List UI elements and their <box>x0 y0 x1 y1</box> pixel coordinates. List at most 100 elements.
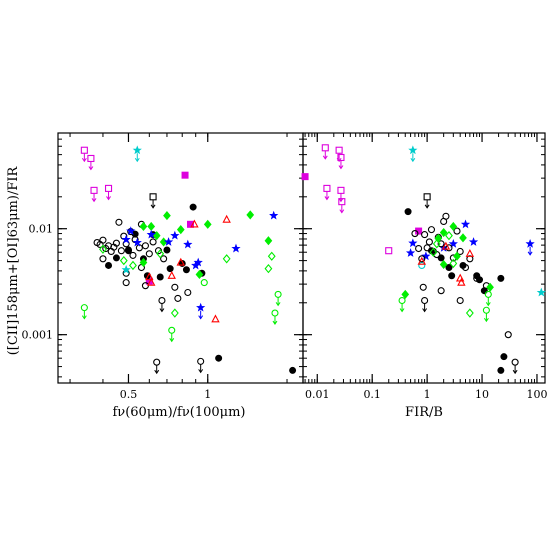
data-point-filled-circle <box>182 266 190 274</box>
data-point-filled-circle <box>497 274 505 282</box>
data-point-open-circle <box>153 358 161 366</box>
data-point-open-circle <box>271 309 279 317</box>
data-point-open-circle <box>168 326 176 334</box>
data-point-open-circle <box>427 226 436 234</box>
data-point-open-circle <box>418 261 426 270</box>
data-point-open-circle <box>99 255 107 263</box>
data-point-filled-diamond <box>152 231 161 241</box>
data-point-open-circle <box>197 357 205 365</box>
data-point-filled-diamond <box>176 225 185 235</box>
data-point-star <box>196 302 206 312</box>
data-point-star <box>408 238 418 248</box>
data-point-open-square <box>87 154 95 163</box>
data-point-open-triangle <box>465 249 475 257</box>
data-point-filled-square <box>301 173 309 181</box>
data-point-star <box>448 238 458 248</box>
data-point-star <box>536 287 546 297</box>
data-point-filled-diamond <box>486 282 494 292</box>
data-point-open-diamond <box>129 260 137 271</box>
data-point-filled-diamond <box>195 269 204 280</box>
data-point-star <box>460 219 471 229</box>
data-point-filled-circle <box>497 366 505 374</box>
upper-limit-arrowhead <box>324 196 330 201</box>
upper-limit-arrowhead <box>410 157 416 163</box>
data-point-open-circle <box>453 227 461 235</box>
data-point-open-diamond <box>429 247 438 257</box>
data-point-star <box>191 260 201 270</box>
x-tick-label: 1 <box>424 388 431 401</box>
upper-limit-arrowhead <box>512 369 518 375</box>
data-point-filled-diamond <box>163 211 171 221</box>
data-point-open-triangle <box>176 257 186 266</box>
data-point-open-circle <box>411 230 419 238</box>
data-point-star <box>468 237 479 246</box>
data-point-open-triangle <box>457 277 466 286</box>
upper-limit-arrowhead <box>322 155 328 160</box>
data-point-filled-diamond <box>449 221 458 232</box>
data-point-star <box>132 145 142 155</box>
data-point-filled-diamond <box>439 259 448 270</box>
data-point-open-circle <box>415 244 423 253</box>
data-point-filled-square <box>181 171 189 179</box>
data-point-open-circle <box>433 251 441 259</box>
data-point-open-triangle <box>417 256 427 265</box>
data-point-filled-circle <box>131 230 139 238</box>
data-point-star <box>121 234 131 244</box>
data-point-filled-circle <box>404 208 412 216</box>
data-point-open-square <box>321 144 329 152</box>
data-point-filled-circle <box>437 254 445 262</box>
data-point-star <box>170 230 180 240</box>
data-point-open-circle <box>418 255 426 263</box>
data-point-star <box>408 145 418 155</box>
upper-limit-arrowhead <box>81 315 87 320</box>
data-point-open-square <box>423 193 431 201</box>
data-point-filled-circle <box>215 354 223 362</box>
upper-limit-arrowhead <box>338 165 344 170</box>
data-point-open-diamond <box>156 249 165 259</box>
data-point-star <box>231 243 241 253</box>
data-point-filled-circle <box>459 261 467 269</box>
data-point-filled-circle <box>105 261 113 269</box>
data-point-open-circle <box>445 244 453 252</box>
upper-limit-arrowhead <box>272 320 278 325</box>
data-point-open-triangle <box>190 219 199 228</box>
data-point-open-square <box>323 184 331 192</box>
data-point-star <box>146 229 156 239</box>
data-point-open-circle <box>482 306 490 314</box>
data-point-open-diamond <box>432 239 441 249</box>
upper-limit-arrowhead <box>81 157 87 163</box>
data-point-open-circle <box>421 231 429 239</box>
data-point-open-circle <box>437 287 445 295</box>
data-point-star <box>421 251 431 261</box>
data-point-open-diamond <box>170 308 179 318</box>
upper-limit-arrowhead <box>339 209 345 214</box>
data-point-open-circle <box>274 290 282 298</box>
data-point-open-circle <box>117 247 125 255</box>
data-point-filled-diamond <box>139 221 148 232</box>
data-point-open-triangle <box>167 270 176 279</box>
data-point-open-diamond <box>465 308 474 318</box>
data-point-filled-diamond <box>439 227 448 238</box>
data-point-open-circle <box>160 255 168 263</box>
plot-frame <box>57 132 304 384</box>
data-point-open-diamond <box>267 251 276 261</box>
x-tick-label: 0.01 <box>305 388 330 401</box>
upper-limit-arrowhead <box>198 315 204 320</box>
upper-limit-arrowhead <box>485 302 491 307</box>
data-point-star <box>163 237 174 246</box>
data-point-filled-diamond <box>453 251 461 261</box>
upper-limit-arrowhead <box>338 198 344 203</box>
data-point-open-circle <box>456 296 464 305</box>
x-tick-label: 0.5 <box>120 388 138 401</box>
data-point-open-triangle <box>441 241 451 250</box>
data-point-star <box>126 226 136 235</box>
y-tick-label: 0.01 <box>29 223 54 236</box>
upper-limit-arrowhead <box>106 196 111 201</box>
data-point-star <box>405 248 416 257</box>
data-point-open-diamond <box>264 263 273 274</box>
upper-limit-arrowhead <box>422 308 428 313</box>
data-point-open-circle <box>484 290 492 298</box>
data-point-star <box>183 239 193 249</box>
data-point-open-circle <box>466 255 474 263</box>
